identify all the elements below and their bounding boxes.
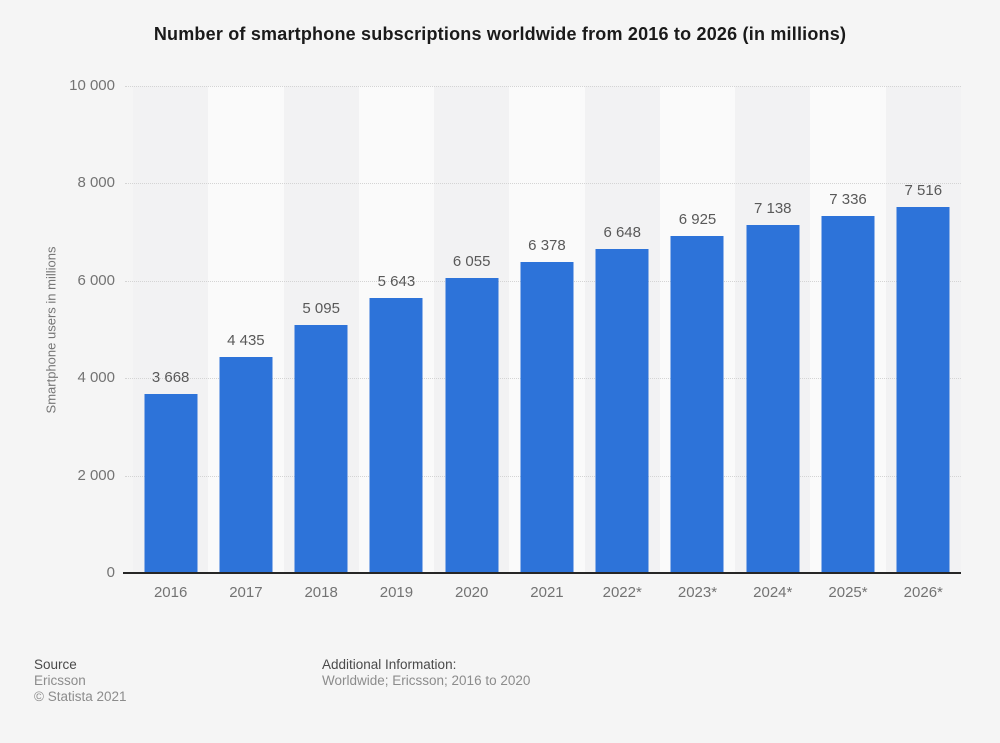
y-tick-label-4000: 4 000: [77, 369, 115, 387]
bar-value-label-2020: 6 055: [452, 253, 491, 271]
bar-2025*: [821, 215, 875, 573]
bar-2017: [219, 357, 273, 573]
bar-column-2021: 6 378: [509, 86, 584, 573]
bar-column-2017: 4 435: [208, 86, 283, 573]
x-tick-label-2019: 2019: [379, 584, 414, 601]
gridline-10000: [125, 86, 961, 87]
x-tick-label-2021: 2021: [530, 584, 564, 601]
bar-column-2020: 6 055: [434, 86, 509, 573]
bar-value-label-2024*: 7 138: [753, 200, 792, 218]
bar-value-label-2021: 6 378: [528, 237, 566, 255]
y-tick-label-0: 0: [106, 564, 115, 581]
additional-info-value: Worldwide; Ericsson; 2016 to 2020: [322, 673, 531, 688]
x-tick-label-2023*: 2023*: [677, 584, 718, 601]
x-tick-label-2020: 2020: [455, 584, 489, 601]
x-axis-labels: 2016 2017 2018 2019 2020 2021 2022* 2023* 2024* 2…: [133, 584, 961, 601]
y-tick-label-8000: 8 000: [77, 174, 115, 192]
bar-column-2026*: 7 516: [886, 86, 961, 573]
bar-column-2023*: 6 925: [660, 86, 735, 573]
additional-info-label: Additional Information:: [322, 657, 457, 672]
bar-2016: [144, 394, 198, 573]
footer-source-block: Source Ericsson © Statista 2021: [34, 657, 127, 705]
x-tick-label-2016: 2016: [153, 584, 188, 601]
x-axis-line: [123, 572, 961, 574]
gridline-8000: [125, 183, 961, 185]
bar-2018: [294, 324, 348, 573]
y-axis-title: Smartphone users in millions: [43, 246, 59, 414]
x-tick-label-2018: 2018: [304, 584, 338, 601]
bar-2021: [520, 262, 574, 573]
bar-column-2022*: 6 648: [585, 86, 660, 573]
y-tick-label-6000: 6 000: [77, 271, 115, 289]
bar-2020: [445, 278, 499, 573]
x-tick-label-2026*: 2026*: [903, 584, 943, 601]
x-tick-label-2017: 2017: [229, 584, 263, 601]
x-tick-label-2024*: 2024*: [753, 584, 793, 601]
bar-column-2024*: 7 138: [735, 86, 810, 573]
bar-2019: [369, 298, 423, 573]
x-tick-label-2022*: 2022*: [602, 584, 642, 601]
bar-value-label-2019: 5 643: [377, 273, 416, 291]
bar-value-label-2016: 3 668: [151, 369, 190, 387]
bar-2023*: [670, 235, 724, 573]
bar-2026*: [896, 206, 950, 573]
source-label: Source: [34, 657, 77, 672]
bar-column-2018: 5 095: [284, 86, 359, 573]
bar-column-2016: 3 668: [133, 86, 208, 573]
bar-value-label-2026*: 7 516: [904, 181, 943, 199]
bar-series: 3 668 4 435 5 095 5 643 6 055 6 378 6 648 6 925…: [133, 86, 961, 573]
bar-column-2025*: 7 336: [810, 86, 885, 573]
x-tick-label-2025*: 2025*: [828, 584, 868, 601]
bar-value-label-2017: 4 435: [227, 332, 265, 350]
footer-additional-info-block: Additional Information: Worldwide; Erics…: [322, 657, 530, 689]
bar-value-label-2018: 5 095: [302, 299, 340, 317]
bar-column-2019: 5 643: [359, 86, 434, 573]
bar-value-label-2025*: 7 336: [829, 190, 867, 208]
source-value: Ericsson: [34, 673, 86, 688]
chart-title: Number of smartphone subscriptions world…: [153, 24, 847, 44]
bar-2024*: [746, 225, 800, 573]
y-tick-label-10000: 10 000: [69, 77, 115, 94]
bar-value-label-2022*: 6 648: [603, 224, 641, 242]
bar-value-label-2023*: 6 925: [678, 210, 717, 228]
y-tick-label-2000: 2 000: [77, 466, 115, 484]
bar-2022*: [595, 249, 649, 573]
copyright: © Statista 2021: [34, 689, 127, 704]
